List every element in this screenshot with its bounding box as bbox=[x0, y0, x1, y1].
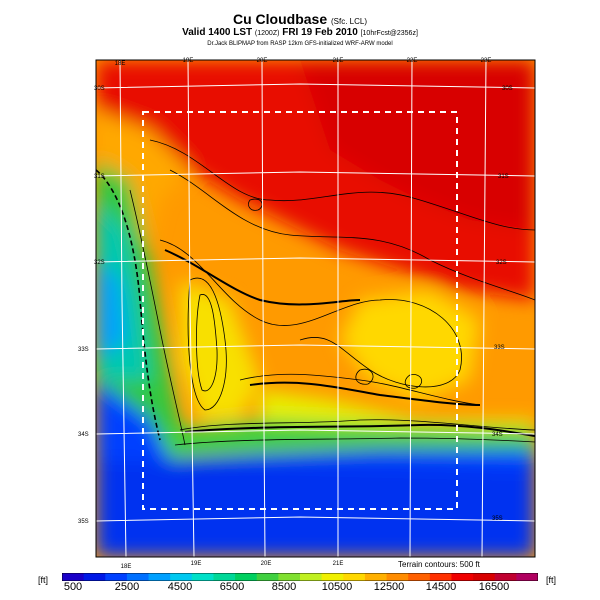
color-bar-tick: 16500 bbox=[478, 581, 510, 593]
right-lat-label: 34S bbox=[492, 432, 503, 438]
color-bar-cell bbox=[191, 573, 214, 581]
left-lat-label: 32S bbox=[94, 260, 105, 266]
color-bar-cell bbox=[386, 573, 409, 581]
color-bar-cell bbox=[300, 573, 323, 581]
top-lon-label: 21E bbox=[333, 58, 344, 64]
page-title: Cu Cloudbase (Sfc. LCL) bbox=[0, 11, 600, 27]
color-bar-tick: 500 bbox=[63, 581, 83, 593]
right-lat-label: 31S bbox=[498, 174, 509, 180]
color-bar-tick: 12500 bbox=[373, 581, 405, 593]
right-lat-label: 30S bbox=[502, 86, 513, 92]
color-bar-cell bbox=[364, 573, 388, 581]
color-bar-ticks: 500 2500 4500 6500 8500 10500 12500 1450… bbox=[0, 581, 600, 595]
thick-contours bbox=[164, 249, 535, 437]
color-bar-cell bbox=[126, 573, 150, 581]
color-bar-cell bbox=[235, 573, 258, 581]
left-lat-label: 31S bbox=[94, 174, 105, 180]
color-bar-cell bbox=[473, 573, 496, 581]
valid-time: Valid 1400 LST bbox=[182, 27, 253, 38]
color-bar-cell bbox=[170, 573, 193, 581]
top-lon-label: 22E bbox=[407, 58, 418, 64]
top-lon-label: 19E bbox=[183, 58, 194, 64]
color-bar-cell bbox=[105, 573, 128, 581]
right-lat-label: 35S bbox=[492, 516, 503, 522]
color-bar bbox=[62, 573, 538, 581]
unit-label-left: [ft] bbox=[38, 575, 49, 585]
title-suffix: (Sfc. LCL) bbox=[331, 17, 368, 26]
coastline bbox=[96, 169, 161, 441]
color-bar-cell bbox=[213, 573, 236, 581]
valid-code: (1200Z) bbox=[254, 30, 280, 37]
left-lat-label: 33S bbox=[78, 347, 89, 353]
color-bar-cell bbox=[256, 573, 279, 581]
right-lat-label: 33S bbox=[494, 345, 505, 351]
unit-label-right: [ft] bbox=[546, 575, 557, 585]
title-main: Cu Cloudbase bbox=[232, 11, 328, 27]
valid-date: FRI 19 Feb 2010 bbox=[282, 27, 358, 38]
bottom-lon-label: 18E bbox=[121, 564, 132, 570]
right-lat-label: 32S bbox=[496, 260, 507, 266]
top-lon-label: 20E bbox=[257, 58, 268, 64]
color-bar-tick: 10500 bbox=[321, 581, 353, 593]
color-bar-tick: 2500 bbox=[114, 581, 140, 593]
left-lat-label: 35S bbox=[78, 519, 89, 525]
color-bar-tick: 14500 bbox=[425, 581, 457, 593]
map-field bbox=[96, 60, 535, 557]
color-bar-tick: 6500 bbox=[219, 581, 245, 593]
color-bar-cell bbox=[429, 573, 452, 581]
color-bar-cell bbox=[451, 573, 474, 581]
color-bar-cell bbox=[408, 573, 431, 581]
color-bar-tick: 4500 bbox=[167, 581, 193, 593]
inner-domain-box bbox=[142, 111, 458, 510]
top-lon-label: 23E bbox=[481, 58, 492, 64]
color-bar-cell bbox=[278, 573, 301, 581]
color-bar-cell bbox=[321, 573, 344, 581]
color-bar-cell bbox=[516, 573, 538, 581]
left-lat-label: 30S bbox=[94, 86, 105, 92]
color-bar-cell bbox=[343, 573, 366, 581]
bottom-lon-label: 21E bbox=[333, 561, 344, 567]
valid-line: Valid 1400 LST (1200Z) FRI 19 Feb 2010 [… bbox=[0, 27, 600, 38]
color-bar-cell bbox=[494, 573, 517, 581]
credit-line: Dr.Jack BLIPMAP from RASP 12km GFS-initi… bbox=[207, 41, 393, 47]
color-bar-cell bbox=[83, 573, 106, 581]
bottom-lon-label: 20E bbox=[261, 561, 272, 567]
color-bar-cell bbox=[148, 573, 171, 581]
bottom-lon-label: 19E bbox=[191, 561, 202, 567]
top-lon-label: 18E bbox=[115, 61, 126, 67]
map-frame bbox=[95, 59, 536, 558]
color-bar-tick: 8500 bbox=[271, 581, 297, 593]
color-bar-cell bbox=[62, 573, 85, 581]
terrain-note: Terrain contours: 500 ft bbox=[398, 560, 480, 569]
left-lat-label: 34S bbox=[78, 432, 89, 438]
valid-forecast: [10hrFcst@2356z] bbox=[360, 30, 418, 37]
